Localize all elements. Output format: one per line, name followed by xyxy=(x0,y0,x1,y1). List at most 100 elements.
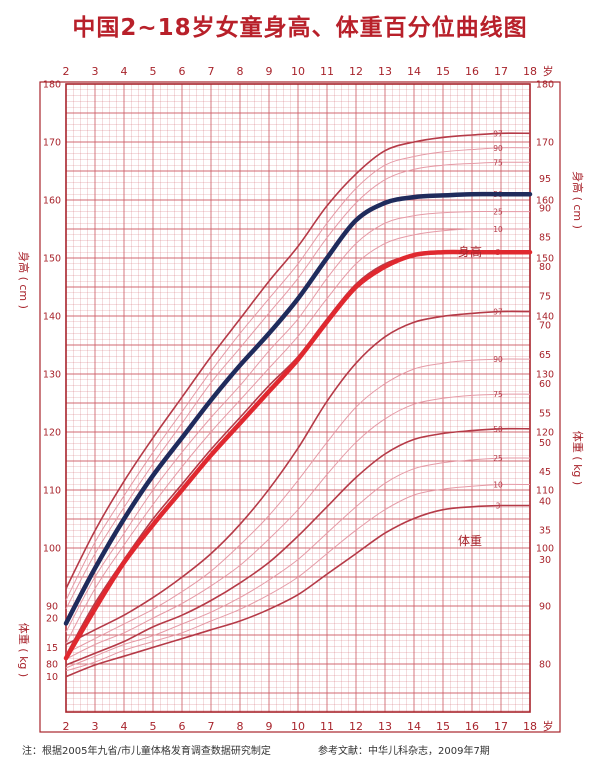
x-tick-label: 14 xyxy=(407,720,421,733)
footer-reference: 参考文献：中华儿科杂志，2009年7期 xyxy=(318,746,490,757)
highlight-line-1 xyxy=(63,191,533,626)
height-tick-label: 180 xyxy=(43,80,61,91)
height-tick-label: 160 xyxy=(536,196,554,207)
height-tick-label: 90 xyxy=(46,602,58,613)
x-axis-bottom: 2 3 4 5 6 7 8 9 10 11 12 13 14 15 16 17 18 岁 xyxy=(63,719,554,733)
x-tick-label: 10 xyxy=(291,65,305,78)
weight-tick-label: 70 xyxy=(539,321,551,332)
weight-p3-curve xyxy=(65,504,531,678)
x-tick-label: 11 xyxy=(320,720,334,733)
weight-p75-label: 75 xyxy=(493,390,503,399)
height-tick-label: 180 xyxy=(536,80,554,91)
x-tick-label: 17 xyxy=(494,720,508,733)
height-tick-label: 140 xyxy=(43,312,61,323)
height-tick-label: 100 xyxy=(536,544,554,555)
weight-percentile-curves: 97 90 75 50 25 10 3 xyxy=(65,308,531,678)
height-tick-label: 170 xyxy=(536,138,554,149)
height-region-label: 身高 xyxy=(458,244,482,259)
weight-axis-left: 10 15 20 xyxy=(46,614,58,684)
x-tick-label: 14 xyxy=(407,65,421,78)
height-p75-curve xyxy=(65,161,531,610)
x-tick-label: 15 xyxy=(436,720,450,733)
height-tick-label: 80 xyxy=(539,660,551,671)
x-tick-label: 9 xyxy=(266,65,273,78)
height-tick-label: 150 xyxy=(536,254,554,265)
x-tick-label: 4 xyxy=(121,65,128,78)
weight-tick-label: 45 xyxy=(539,467,551,478)
highlight-line-2 xyxy=(63,249,533,661)
height-axis-label-right: 身高 ( cm ) xyxy=(571,171,585,229)
height-tick-label: 110 xyxy=(536,486,554,497)
height-p90-label: 90 xyxy=(493,144,503,153)
x-tick-label: 10 xyxy=(291,720,305,733)
height-axis-right: 80 90 100 110 120 130 140 150 160 170 180 xyxy=(536,80,554,671)
weight-tick-label: 95 xyxy=(539,174,551,185)
weight-p10-label: 10 xyxy=(493,480,503,489)
x-tick-label: 6 xyxy=(179,65,186,78)
weight-tick-label: 15 xyxy=(46,643,58,654)
weight-tick-label: 55 xyxy=(539,409,551,420)
height-tick-label: 120 xyxy=(43,428,61,439)
x-tick-label: 12 xyxy=(349,65,363,78)
footer-note: 注：根据2005年九省/市儿童体格发育调查数据研究制定 xyxy=(22,746,271,757)
weight-p3-label: 3 xyxy=(496,502,501,511)
x-tick-label: 3 xyxy=(92,720,99,733)
weight-p75-curve xyxy=(65,393,531,660)
x-unit-label: 岁 xyxy=(543,719,554,733)
x-tick-label: 6 xyxy=(179,720,186,733)
weight-region-label: 体重 xyxy=(458,534,482,548)
height-p97-curve xyxy=(65,132,531,589)
height-p25-label: 25 xyxy=(493,208,503,217)
plot-frame xyxy=(39,81,561,733)
height-tick-label: 100 xyxy=(43,544,61,555)
x-tick-label: 16 xyxy=(465,720,479,733)
height-p10-curve xyxy=(65,228,530,644)
height-tick-label: 130 xyxy=(43,370,61,381)
height-tick-label: 80 xyxy=(46,660,58,671)
x-tick-label: 5 xyxy=(150,720,157,733)
x-tick-label: 9 xyxy=(266,720,273,733)
weight-axis-label-right: 体重 ( kg ) xyxy=(571,431,585,485)
x-unit-label: 岁 xyxy=(543,64,554,78)
x-tick-label: 2 xyxy=(63,720,70,733)
weight-axis-right: 30 35 40 45 50 55 60 65 70 75 80 85 90 95 xyxy=(539,174,551,566)
weight-tick-label: 35 xyxy=(539,526,551,537)
height-tick-label: 150 xyxy=(43,254,61,265)
x-tick-label: 13 xyxy=(378,720,392,733)
weight-tick-label: 65 xyxy=(539,350,551,361)
height-p10-label: 10 xyxy=(493,225,503,234)
x-tick-label: 2 xyxy=(63,65,70,78)
x-tick-label: 4 xyxy=(121,720,128,733)
weight-p10-curve xyxy=(65,483,531,672)
weight-p97-label: 97 xyxy=(493,308,503,317)
x-tick-label: 8 xyxy=(237,65,244,78)
plot-border xyxy=(65,83,531,713)
height-tick-label: 140 xyxy=(536,312,554,323)
height-axis-left: 80 90 100 110 120 130 140 150 160 170 180 xyxy=(43,80,61,671)
x-tick-label: 18 xyxy=(523,720,537,733)
height-tick-label: 160 xyxy=(43,196,61,207)
height-axis-label-left: 身高 ( cm ) xyxy=(17,251,31,309)
chart-title: 中国2~18岁女童身高、体重百分位曲线图 xyxy=(72,15,528,41)
height-p25-curve xyxy=(65,211,530,633)
x-tick-label: 8 xyxy=(237,720,244,733)
weight-p90-label: 90 xyxy=(493,355,503,364)
x-tick-label: 18 xyxy=(523,65,537,78)
weight-p90-curve xyxy=(65,358,531,654)
x-tick-label: 15 xyxy=(436,65,450,78)
weight-tick-label: 60 xyxy=(539,379,551,390)
weight-tick-label: 90 xyxy=(539,203,551,214)
weight-tick-label: 80 xyxy=(539,262,551,273)
x-tick-label: 5 xyxy=(150,65,157,78)
height-p75-label: 75 xyxy=(493,158,503,167)
weight-p97-curve xyxy=(65,310,531,646)
weight-tick-label: 75 xyxy=(539,291,551,302)
weight-axis-label-left: 体重 ( kg ) xyxy=(17,623,31,677)
highlight-series xyxy=(63,191,533,661)
outer-border xyxy=(39,81,561,733)
height-tick-label: 120 xyxy=(536,428,554,439)
x-axis-top: 2 3 4 5 6 7 8 9 10 11 12 13 14 15 16 17 18 岁 xyxy=(63,64,554,78)
x-tick-label: 7 xyxy=(208,65,215,78)
